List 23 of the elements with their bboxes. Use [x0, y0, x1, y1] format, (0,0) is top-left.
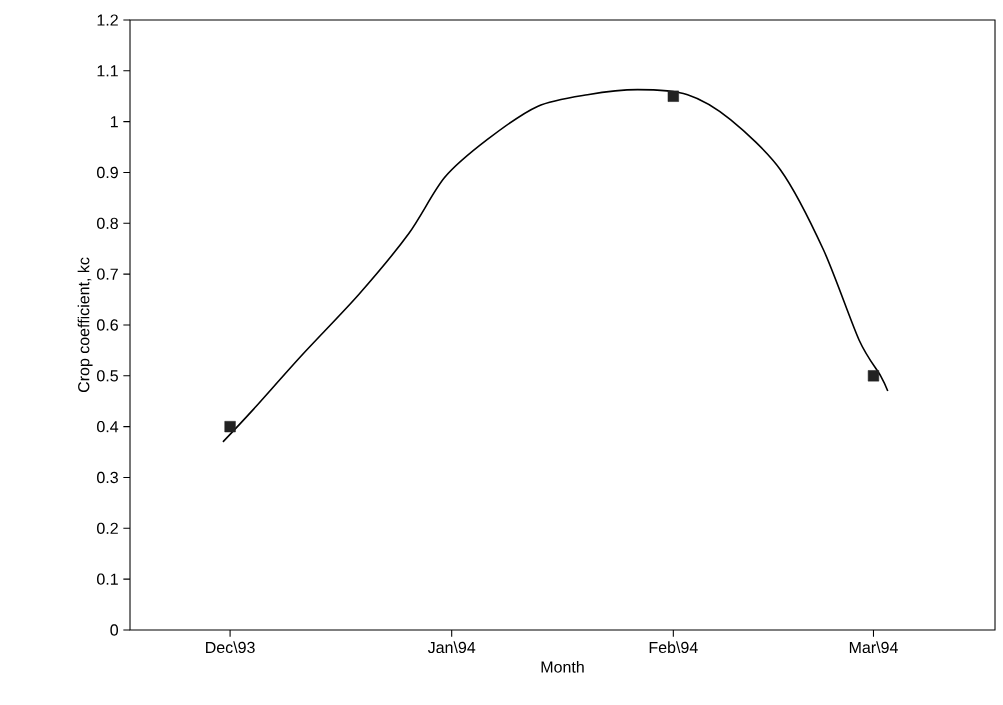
line-series [222, 88, 889, 443]
y-tick-label: 0.5 [97, 370, 118, 382]
y-tick-label: 0.3 [97, 471, 118, 484]
y-tick-label: 0.6 [97, 319, 118, 331]
y-tick-label: 0.7 [97, 268, 118, 280]
x-tick-label: Mar\94 [849, 641, 898, 654]
y-axis-title: Crop coefficient, kc [77, 257, 93, 393]
x-axis-title: Month [541, 660, 584, 673]
y-tick-label: 0.4 [97, 420, 119, 433]
point [667, 90, 679, 102]
x-tick-label: Feb\94 [649, 641, 698, 654]
y-tick-label: 0.1 [97, 573, 118, 585]
y-tick-label: 0.9 [97, 166, 118, 179]
x-tick-label: Dec\93 [206, 641, 255, 654]
x-tick-label: Jan\94 [427, 641, 476, 654]
y-tick-label: 0.8 [97, 217, 118, 229]
y-tick-label: 1 [110, 116, 118, 128]
point [224, 421, 236, 433]
y-tick-label: 1.1 [97, 65, 118, 77]
y-tick-label: 1.2 [97, 14, 118, 26]
point [867, 370, 880, 382]
y-tick-label: 0.2 [97, 522, 118, 534]
y-tick-label: 0 [110, 624, 119, 636]
